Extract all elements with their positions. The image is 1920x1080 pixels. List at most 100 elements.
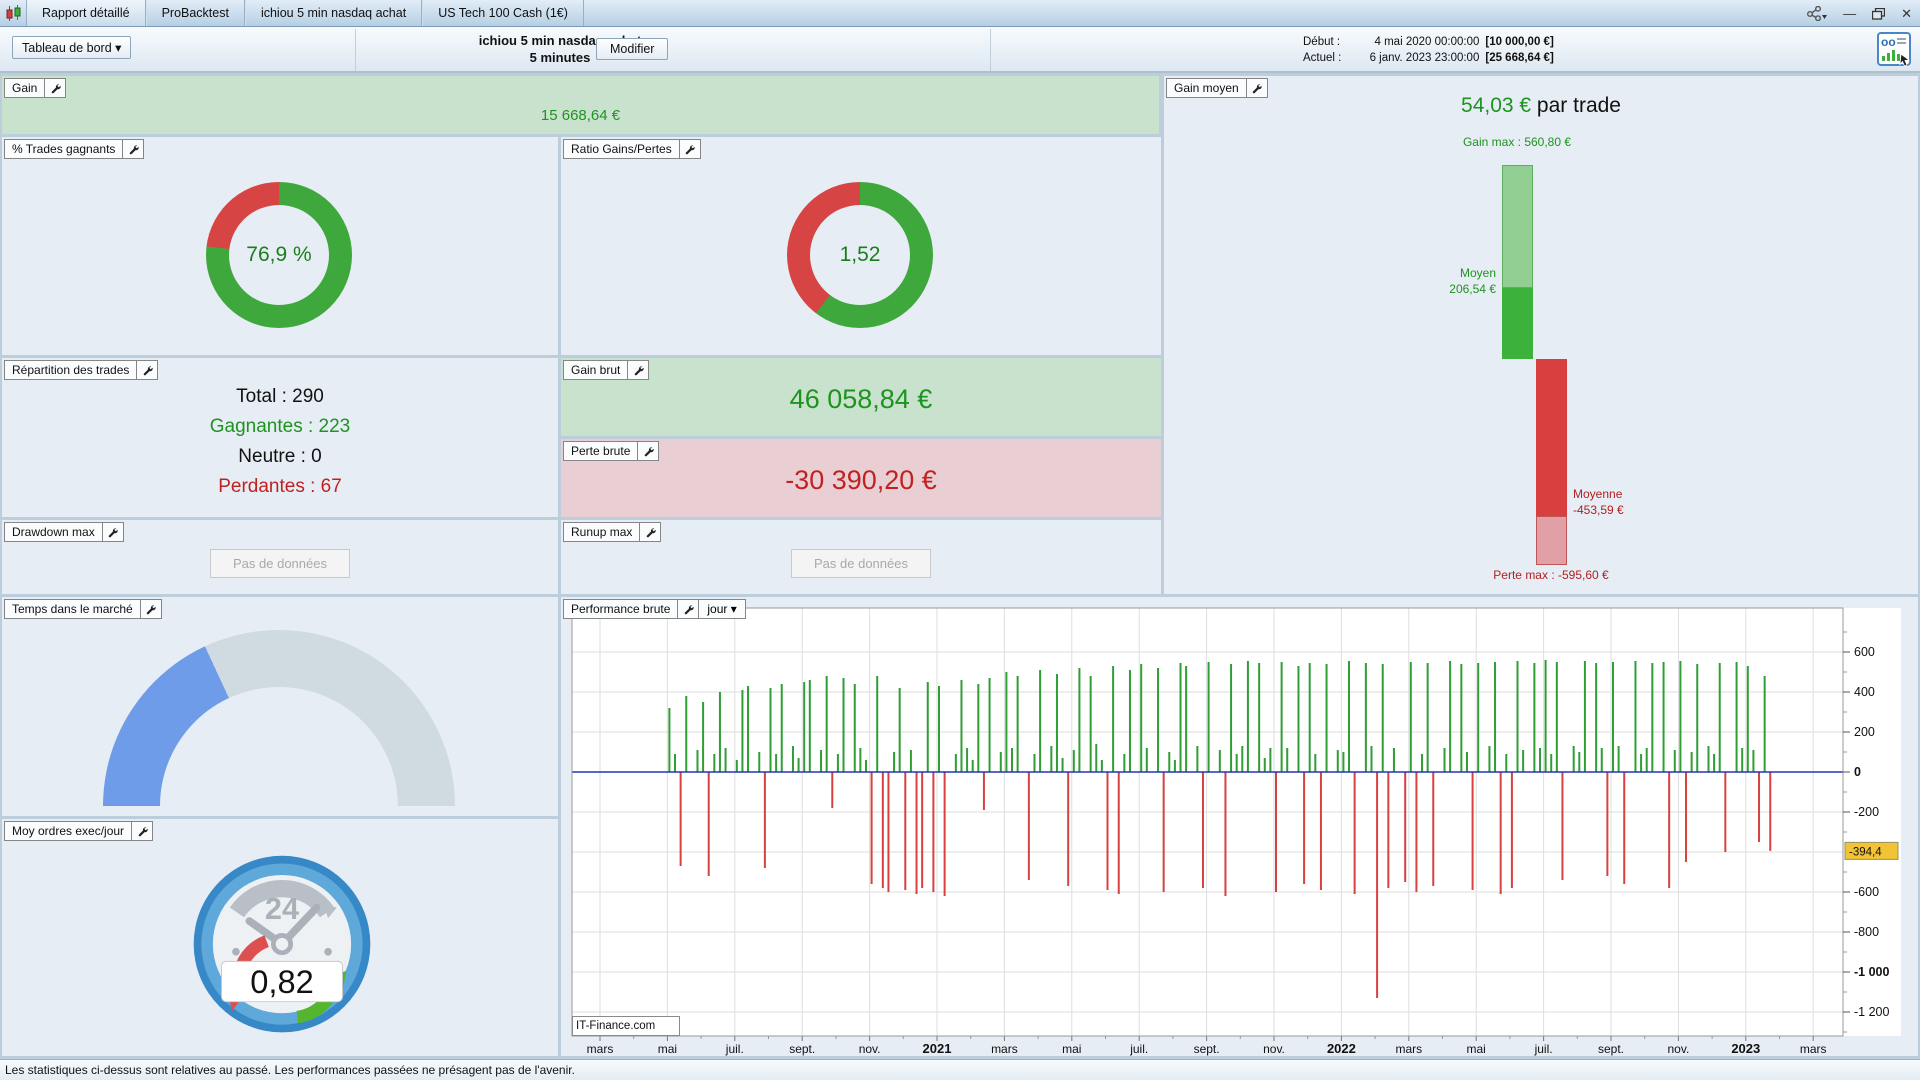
svg-text:nov.: nov. bbox=[1263, 1042, 1285, 1056]
svg-text:mars: mars bbox=[991, 1042, 1018, 1056]
svg-text:mai: mai bbox=[658, 1042, 677, 1056]
pct-winning-value: 76,9 % bbox=[246, 243, 312, 266]
panel-temps-marche: Temps dans le marché 36,17 % bbox=[2, 597, 558, 816]
svg-text:mai: mai bbox=[1062, 1042, 1081, 1056]
svg-text:nov.: nov. bbox=[1668, 1042, 1690, 1056]
panel-gain-brut-label: Gain brut bbox=[563, 360, 629, 380]
svg-text:-600: -600 bbox=[1854, 885, 1879, 899]
header-separator-2 bbox=[990, 29, 991, 71]
tab-rapport-detaille[interactable]: Rapport détaillé bbox=[26, 0, 146, 26]
start-label: Début : bbox=[1303, 36, 1341, 48]
panel-runup-max: Runup max Pas de données bbox=[561, 520, 1161, 594]
svg-text:mars: mars bbox=[587, 1042, 614, 1056]
panel-perte-brute-label: Perte brute bbox=[563, 441, 639, 461]
orders-per-day-clock-icon: 24 0,82 bbox=[186, 848, 378, 1049]
gain-max-bar bbox=[1502, 165, 1533, 288]
wrench-icon[interactable] bbox=[123, 139, 145, 159]
gain-moyen-suffix: par trade bbox=[1531, 94, 1621, 117]
panel-temps-label: Temps dans le marché bbox=[4, 599, 141, 619]
header-separator bbox=[355, 29, 356, 71]
gain-max-label: Gain max : 560,80 € bbox=[1462, 135, 1572, 149]
wrench-icon[interactable] bbox=[679, 139, 701, 159]
svg-text:400: 400 bbox=[1854, 685, 1875, 699]
trades-gagnantes: Gagnantes : 223 bbox=[209, 416, 351, 437]
window-title-bar: Rapport détaillé ProBacktest ichiou 5 mi… bbox=[0, 0, 1920, 27]
panel-runup-label: Runup max bbox=[563, 522, 641, 542]
strategy-name: ichiou 5 min nasdaq achat bbox=[478, 33, 642, 48]
wrench-icon[interactable] bbox=[640, 522, 662, 542]
svg-text:juil.: juil. bbox=[725, 1042, 744, 1056]
drawdown-no-data-button[interactable]: Pas de données bbox=[210, 549, 350, 578]
panel-drawdown-label: Drawdown max bbox=[4, 522, 103, 542]
svg-text:mai: mai bbox=[1467, 1042, 1486, 1056]
strategy-title: ichiou 5 min nasdaq achat 5 minutes bbox=[400, 32, 720, 66]
svg-text:nov.: nov. bbox=[859, 1042, 881, 1056]
ratio-donut: 1,52 bbox=[787, 182, 933, 328]
backtest-period-info: Début : 4 mai 2020 00:00:00 [10 000,00 €… bbox=[1300, 34, 1557, 66]
wrench-icon[interactable] bbox=[140, 599, 162, 619]
trades-neutre: Neutre : 0 bbox=[238, 446, 322, 467]
performance-chart: mars mai juil. sept. nov. 2021 mars mai juil. sep… bbox=[571, 607, 1901, 1056]
wrench-icon[interactable] bbox=[628, 360, 650, 380]
trades-perdantes: Perdantes : 67 bbox=[218, 476, 342, 497]
period-select[interactable]: jour ▾ bbox=[699, 599, 746, 619]
svg-text:sept.: sept. bbox=[789, 1042, 815, 1056]
moyenne-value: -453,59 € bbox=[1573, 503, 1624, 517]
panel-gain-brut: Gain brut 46 058,84 € bbox=[561, 358, 1161, 436]
detailed-report-icon[interactable]: oo bbox=[1877, 32, 1913, 68]
chart-watermark: IT-Finance.com bbox=[572, 1016, 680, 1036]
orders-per-day-value: 0,82 bbox=[250, 963, 314, 1000]
svg-text:-1 200: -1 200 bbox=[1854, 1005, 1889, 1019]
ratio-value: 1,52 bbox=[839, 243, 881, 266]
wrench-icon[interactable] bbox=[102, 522, 124, 542]
gain-moyen-value: 54,03 € bbox=[1461, 94, 1532, 117]
tab-strategy[interactable]: ichiou 5 min nasdaq achat bbox=[244, 0, 423, 26]
close-icon[interactable]: ✕ bbox=[1901, 6, 1912, 21]
share-icon[interactable] bbox=[1807, 6, 1828, 21]
panel-gain-moyen: Gain moyen 54,03 € par trade Gain max : … bbox=[1164, 76, 1918, 594]
svg-text:juil.: juil. bbox=[1129, 1042, 1148, 1056]
svg-text:mars: mars bbox=[1800, 1042, 1827, 1056]
wrench-icon[interactable] bbox=[1246, 78, 1268, 98]
app-candlestick-icon bbox=[0, 0, 26, 26]
gain-moyen-bar bbox=[1502, 287, 1533, 359]
minimize-icon[interactable]: — bbox=[1843, 6, 1857, 21]
time-in-market-gauge: 36,17 % bbox=[103, 630, 455, 806]
svg-text:2021: 2021 bbox=[923, 1041, 952, 1056]
panel-gain-label: Gain bbox=[4, 78, 46, 98]
perte-brute-value: -30 390,20 € bbox=[785, 465, 937, 495]
svg-text:mars: mars bbox=[1395, 1042, 1422, 1056]
svg-text:oo: oo bbox=[1881, 35, 1896, 49]
panel-ratio-gains-pertes: Ratio Gains/Pertes 1,52 bbox=[561, 137, 1161, 355]
wrench-icon[interactable] bbox=[137, 360, 159, 380]
gain-moyen-headline: 54,03 € par trade bbox=[1164, 94, 1918, 118]
runup-no-data-button[interactable]: Pas de données bbox=[791, 549, 931, 578]
moyenne-label: Moyenne bbox=[1573, 487, 1623, 501]
current-date: 6 janv. 2023 23:00:00 bbox=[1369, 52, 1480, 64]
wrench-icon[interactable] bbox=[45, 78, 67, 98]
restore-icon[interactable] bbox=[1872, 7, 1886, 20]
tab-probacktest[interactable]: ProBacktest bbox=[145, 0, 245, 26]
panel-gain-moyen-label: Gain moyen bbox=[1166, 78, 1247, 98]
wrench-icon[interactable] bbox=[132, 821, 154, 841]
tab-instrument[interactable]: US Tech 100 Cash (1€) bbox=[422, 0, 584, 26]
dashboard-view-select[interactable]: Tableau de bord ▾ bbox=[12, 36, 132, 59]
trades-total: Total : 290 bbox=[236, 386, 324, 407]
modify-button[interactable]: Modifier bbox=[596, 38, 669, 60]
start-amount: [10 000,00 €] bbox=[1485, 36, 1554, 48]
panel-moy-ordres: Moy ordres exec/jour 24 0,82 bbox=[2, 819, 558, 1056]
svg-text:0: 0 bbox=[1854, 765, 1861, 779]
current-label: Actuel : bbox=[1303, 52, 1342, 64]
panel-moy-ordres-label: Moy ordres exec/jour bbox=[4, 821, 133, 841]
panel-performance-label: Performance brute bbox=[563, 599, 679, 619]
status-bar: Les statistiques ci-dessus sont relative… bbox=[0, 1059, 1920, 1080]
panel-pct-label: % Trades gagnants bbox=[4, 139, 124, 159]
svg-text:-1 000: -1 000 bbox=[1854, 965, 1889, 979]
gain-brut-value: 46 058,84 € bbox=[789, 384, 933, 414]
wrench-icon[interactable] bbox=[638, 441, 660, 461]
perte-moyenne-bar bbox=[1536, 359, 1567, 516]
wrench-icon[interactable] bbox=[678, 599, 700, 619]
dashboard-view-label: Tableau de bord bbox=[22, 41, 112, 55]
pct-winning-donut: 76,9 % bbox=[206, 182, 352, 328]
panel-perte-brute: Perte brute -30 390,20 € bbox=[561, 439, 1161, 517]
